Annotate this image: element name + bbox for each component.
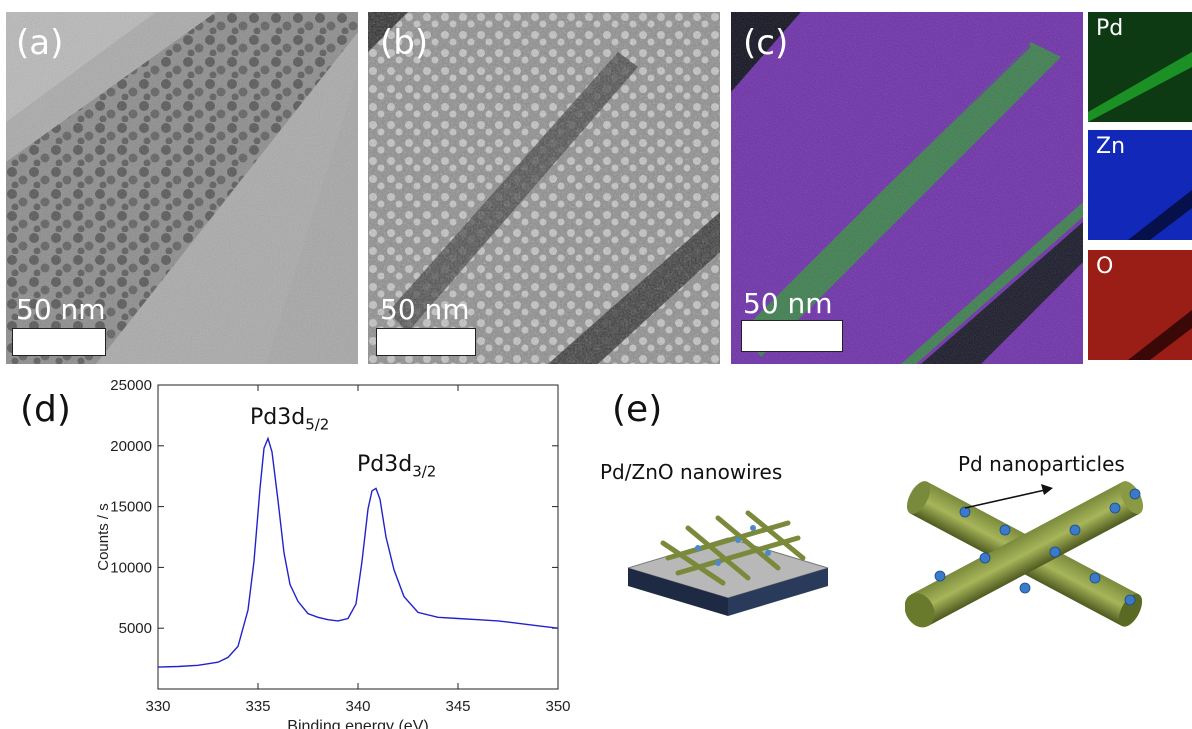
panel-c-scale-bar	[741, 320, 843, 352]
panel-b-scale-bar	[376, 328, 476, 356]
panel-a-graphic	[6, 12, 358, 364]
map-pd: Pd	[1088, 12, 1192, 122]
crossed-nanowires-schematic	[905, 481, 1144, 628]
panel-d-label: (d)	[20, 389, 71, 430]
panel-a-tem-image: (a) 50 nm	[6, 12, 358, 364]
y-tick-label-4: 25000	[110, 377, 152, 394]
map-pd-graphic	[1088, 12, 1192, 122]
map-o: O	[1088, 250, 1192, 360]
peak-label-pd3d52-text: Pd3d	[250, 405, 306, 430]
x-tick-label-2: 340	[345, 698, 370, 715]
xps-chart: 330 335 340 345 350 5000 10000 15000 20000 25000 B…	[95, 377, 570, 729]
y-tick-label-0: 5000	[119, 620, 152, 637]
y-tick-label-1: 10000	[110, 559, 152, 576]
pointer-arrow-line	[964, 489, 1046, 509]
map-o-graphic	[1088, 250, 1192, 360]
peak-label-pd3d52-sub: 5/2	[305, 415, 330, 434]
series-line-0	[157, 436, 559, 668]
pd-dots-small	[695, 525, 771, 566]
map-pd-label: Pd	[1096, 16, 1124, 41]
map-o-label: O	[1096, 254, 1114, 279]
panel-c-scale-text: 50 nm	[743, 287, 833, 320]
x-tick-label-0: 330	[145, 698, 170, 715]
nanowire-bundle	[660, 510, 806, 586]
pointer-arrow-head	[1041, 484, 1053, 495]
x-axis-label: Binding energy (eV)	[287, 718, 428, 729]
peak-label-pd3d32: Pd3d3/2	[357, 452, 436, 480]
y-tick-label-2: 15000	[110, 499, 152, 516]
schematic-right-caption: Pd nanoparticles	[958, 452, 1125, 476]
panel-c-graphic	[731, 12, 1083, 364]
panel-e-label: (e)	[612, 389, 663, 430]
peak-label-pd3d32-text: Pd3d	[357, 452, 413, 477]
panel-b-graphic	[368, 12, 720, 364]
map-zn: Zn	[1088, 130, 1192, 240]
x-tick-label-4: 350	[545, 698, 570, 715]
schematic-left-caption: Pd/ZnO nanowires	[600, 460, 783, 484]
pd-dots	[934, 488, 1141, 606]
nanowire-device-schematic	[628, 510, 828, 616]
panel-c-eds-map: (c) 50 nm	[731, 12, 1083, 364]
x-tick-label-1: 335	[245, 698, 270, 715]
panel-a-scale-bar	[12, 328, 106, 356]
panel-b-label: (b)	[380, 23, 429, 63]
panel-c-label: (c)	[743, 23, 789, 63]
panel-a-label: (a)	[16, 23, 64, 63]
plot-frame	[157, 384, 559, 690]
map-zn-label: Zn	[1096, 134, 1126, 159]
panel-a-scale-text: 50 nm	[16, 293, 106, 326]
peak-label-pd3d32-sub: 3/2	[412, 462, 437, 481]
panel-b-stem-image: (b) 50 nm	[368, 12, 720, 364]
y-tick-label-3: 20000	[110, 438, 152, 455]
panel-b-scale-text: 50 nm	[380, 293, 470, 326]
map-zn-graphic	[1088, 130, 1192, 240]
peak-label-pd3d52: Pd3d5/2	[250, 405, 329, 433]
x-tick-label-3: 345	[445, 698, 470, 715]
y-axis-label: Counts / s	[95, 503, 112, 571]
